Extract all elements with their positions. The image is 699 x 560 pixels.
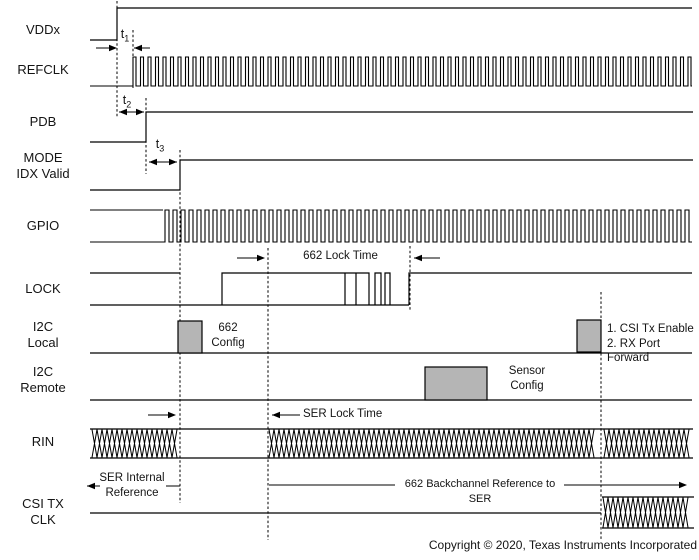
signal-label-rin: RIN [31, 434, 55, 449]
arrowhead [414, 254, 422, 262]
ser-internal-reference-label: SER Internal Reference [99, 472, 165, 499]
pdb-wave [90, 111, 693, 143]
sensor-config-label: Sensor Config [508, 365, 546, 392]
signal-label-i2c-local: I2C Local [27, 319, 59, 350]
rin-rails [90, 428, 693, 459]
signal-label-lock: LOCK [25, 281, 61, 296]
arrowhead [109, 44, 117, 52]
t2-label: t2 [122, 93, 132, 110]
arrowhead [134, 44, 142, 52]
backchannel-reference-label: 662 Backchannel Reference to SER [404, 478, 556, 505]
t1-label: t1 [120, 27, 130, 44]
signal-label-gpio: GPIO [26, 218, 60, 233]
i2c-local-662-config-box [177, 320, 203, 354]
signal-label-pdb: PDB [29, 114, 57, 129]
arrowhead [272, 411, 280, 419]
csi-enable-note: 1. CSI Tx Enable 2. RX Port Forward [607, 323, 694, 364]
arrowhead [168, 411, 176, 419]
copyright-text: Copyright © 2020, Texas Instruments Inco… [428, 538, 697, 552]
signal-label-vddx: VDDx [26, 22, 60, 37]
signal-label-mode-idx: MODE IDX Valid [16, 150, 70, 181]
ser-lock-time-label: SER Lock Time [303, 408, 383, 420]
signal-label-i2c-remote: I2C Remote [20, 364, 66, 395]
refclk-wave [90, 56, 692, 87]
arrowhead [149, 158, 157, 166]
rin-hatch [91, 429, 690, 458]
vddx-wave [90, 7, 692, 41]
t3-label: t3 [155, 137, 165, 154]
arrowhead [136, 108, 144, 116]
signal-label-refclk: REFCLK [17, 62, 69, 77]
arrowhead [119, 108, 127, 116]
gpio-wave [90, 209, 692, 243]
annotation-lines [87, 47, 682, 487]
i2c-remote-sensor-config-box [424, 366, 488, 401]
arrowhead [87, 482, 95, 490]
arrowhead [257, 254, 265, 262]
arrowhead [679, 481, 687, 489]
arrowhead [169, 158, 177, 166]
signal-label-csi-tx-clk: CSI TX CLK [22, 496, 64, 527]
csi-tx-clk-hatch [602, 497, 689, 528]
csi-tx-clk-rails [602, 496, 694, 529]
lock-time-label: 662 Lock Time [303, 250, 378, 262]
lock-wave [90, 272, 692, 306]
config-662-label: 662 Config [211, 322, 245, 349]
i2c-local-csi-enable-box [576, 319, 602, 353]
